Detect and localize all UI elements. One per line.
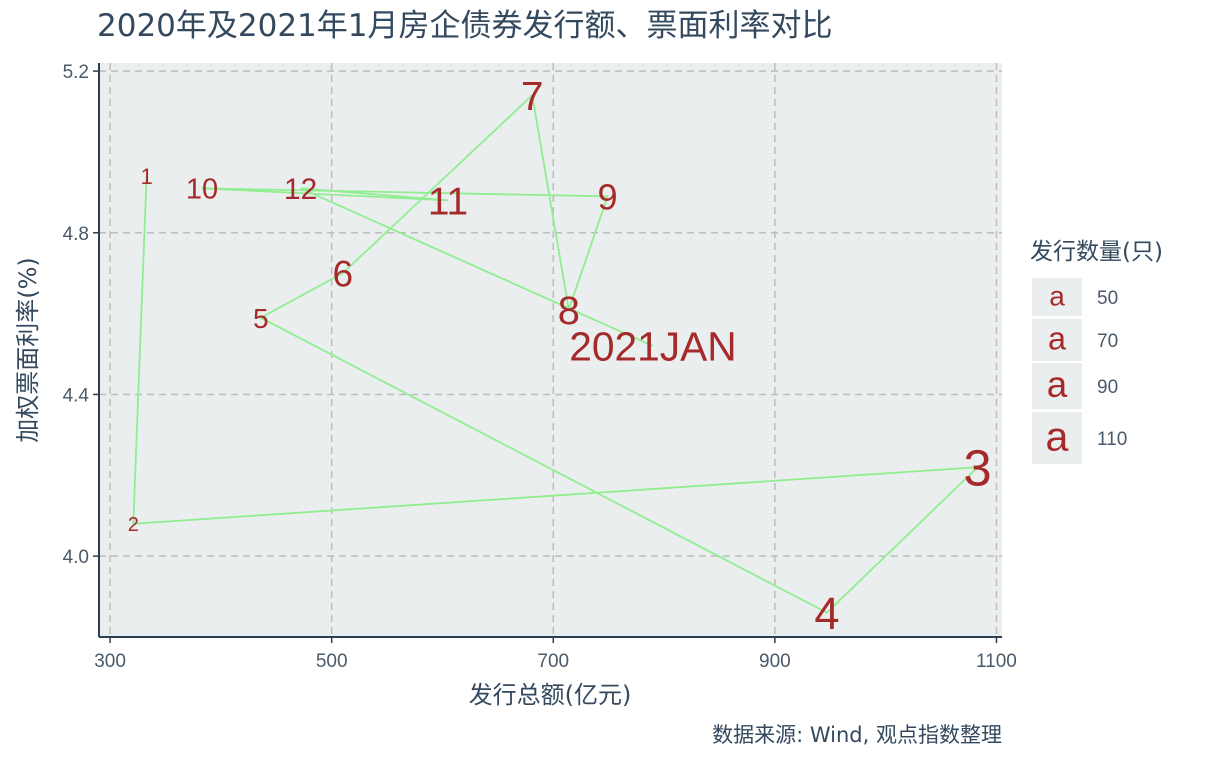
legend-title: 发行数量(只) [1030, 239, 1163, 265]
series-line [132, 93, 980, 614]
plot-panel [99, 63, 1002, 637]
legend-key [1032, 363, 1082, 409]
legend-label: 90 [1097, 377, 1118, 398]
grid-lines [99, 63, 1002, 637]
y-axis-ticks: 4.0 4.4 4.8 5.2 [63, 62, 99, 568]
x-tick-label: 1100 [976, 651, 1017, 672]
legend-symbol: a [1046, 413, 1069, 459]
legend-key [1032, 319, 1082, 361]
point-label: 4 [814, 588, 839, 639]
legend-label: 110 [1097, 429, 1127, 450]
x-tick-label: 500 [316, 651, 348, 672]
point-label: 11 [428, 180, 468, 223]
x-tick-label: 700 [537, 651, 569, 672]
x-tick-label: 300 [94, 651, 126, 672]
point-label: 8 [558, 289, 580, 333]
legend-symbol: a [1047, 364, 1068, 405]
legend-label: 70 [1097, 331, 1118, 352]
point-label: 9 [597, 176, 617, 217]
y-tick-label: 5.2 [63, 62, 89, 83]
source-caption: 数据来源: Wind, 观点指数整理 [712, 723, 1002, 747]
legend-symbol: a [1048, 321, 1067, 357]
point-label: 2 [128, 514, 139, 536]
x-axis-title: 发行总额(亿元) [469, 681, 632, 709]
point-label: 10 [186, 174, 218, 206]
point-label: 12 [284, 173, 317, 206]
y-tick-label: 4.4 [63, 385, 90, 406]
legend-key [1032, 278, 1082, 316]
legend-label: 50 [1097, 288, 1118, 309]
point-label: 3 [964, 439, 992, 496]
chart-title: 2020年及2021年1月房企债券发行额、票面利率对比 [97, 8, 833, 44]
point-label: 2021JAN [569, 324, 736, 370]
point-label: 7 [521, 73, 544, 119]
x-tick-label: 900 [759, 651, 791, 672]
point-label: 5 [253, 303, 269, 334]
y-tick-label: 4.0 [63, 547, 89, 568]
point-label: 1 [141, 164, 153, 189]
size-legend: 发行数量(只) a 50 a 70 a 90 a 110 [1030, 239, 1163, 464]
point-label: 6 [332, 253, 353, 295]
legend-key [1032, 412, 1082, 464]
legend-symbol: a [1049, 280, 1065, 311]
y-axis-title: 加权票面利率(%) [14, 257, 42, 443]
x-axis-ticks: 300 500 700 900 1100 [94, 637, 1017, 672]
y-tick-label: 4.8 [63, 224, 89, 245]
